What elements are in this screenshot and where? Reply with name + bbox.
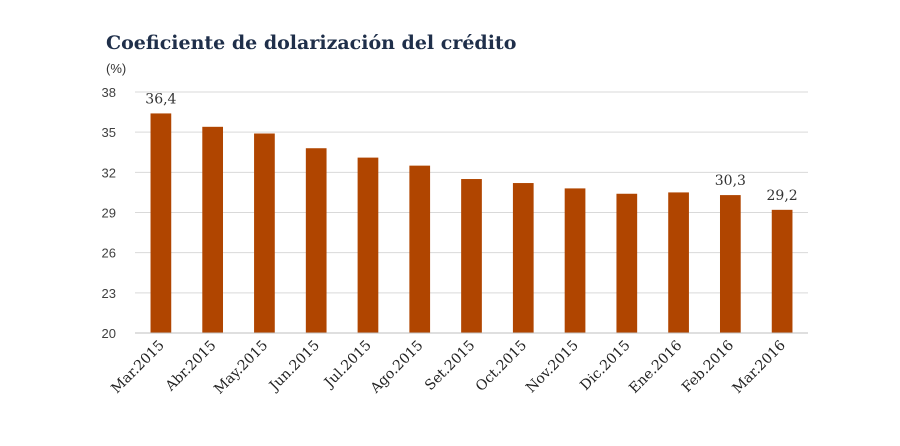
bar [409, 165, 431, 333]
bar [202, 126, 224, 333]
bar [512, 183, 534, 333]
x-tick-label: Jun.2015 [265, 338, 323, 396]
x-tick-label: Mar.2016 [730, 337, 789, 396]
bar [564, 188, 586, 333]
x-tick-label: Ene.2016 [626, 337, 685, 396]
bar [254, 133, 275, 333]
data-label: 36,4 [145, 91, 176, 107]
bar [771, 209, 793, 333]
bar [719, 195, 741, 333]
x-tick-label: Ago.2015 [367, 338, 427, 398]
x-tick-label: Jul.2015 [320, 338, 375, 393]
y-tick-label: 23 [102, 286, 116, 301]
bar [150, 113, 172, 333]
y-tick-label: 32 [102, 165, 116, 180]
y-tick-label: 26 [102, 246, 116, 261]
data-labels: 36,4 30,3 29,2 [145, 91, 797, 203]
unit-label: (%) [106, 61, 127, 76]
data-label: 30,3 [715, 173, 746, 189]
y-tick-label: 35 [102, 125, 116, 140]
x-axis: Mar.2015Abr.2015May.2015Jun.2015Jul.2015… [108, 337, 789, 397]
y-tick-label: 38 [102, 85, 116, 100]
bar [305, 148, 327, 333]
data-label: 29,2 [767, 188, 798, 204]
bar [461, 179, 482, 333]
bar [668, 192, 689, 333]
x-tick-label: Oct.2015 [473, 338, 530, 395]
x-tick-label: Nov.2015 [523, 338, 582, 397]
bar [616, 193, 638, 333]
x-tick-label: Mar.2015 [108, 338, 167, 397]
bar [357, 157, 379, 333]
x-tick-label: Feb.2016 [679, 337, 737, 395]
bars [150, 113, 793, 333]
chart-title: Coeficiente de dolarización del crédito [106, 32, 517, 54]
x-tick-label: Set.2015 [422, 338, 478, 394]
x-tick-label: May.2015 [211, 338, 271, 398]
y-tick-label: 20 [102, 326, 116, 341]
y-tick-label: 29 [102, 206, 116, 221]
y-axis: 20 23 26 29 32 35 38 [102, 85, 116, 341]
